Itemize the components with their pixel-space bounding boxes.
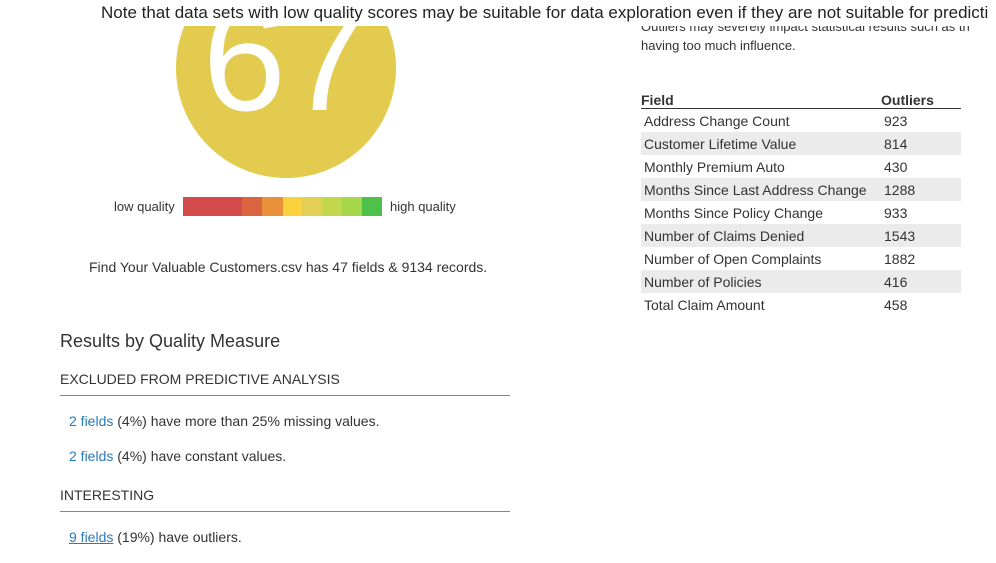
outlier-count: 416 xyxy=(881,270,961,293)
score-circle: 67 xyxy=(176,0,396,178)
scale-segment xyxy=(183,197,242,216)
high-label: high quality xyxy=(390,199,456,214)
table-row: Number of Claims Denied 1543 xyxy=(641,224,961,247)
table-row: Months Since Policy Change 933 xyxy=(641,201,961,224)
column-header: Outliers xyxy=(881,90,961,109)
result-item: 9 fields (19%) have outliers. xyxy=(69,529,242,545)
item-text: (19%) have outliers. xyxy=(117,529,242,545)
field-name: Monthly Premium Auto xyxy=(644,158,785,175)
field-name: Total Claim Amount xyxy=(644,296,765,313)
table-row: Monthly Premium Auto 430 xyxy=(641,155,961,178)
field-name: Number of Open Complaints xyxy=(644,250,822,267)
note: Note that data sets with low quality sco… xyxy=(0,0,996,26)
table-row: Months Since Last Address Change 1288 xyxy=(641,178,961,201)
results-title: Results by Quality Measure xyxy=(60,331,281,351)
scale-segment xyxy=(283,197,302,216)
table-row: Number of Open Complaints 1882 xyxy=(641,247,961,270)
scale-segment xyxy=(362,197,382,216)
outlier-count: 933 xyxy=(884,204,908,221)
outlier-count: 1288 xyxy=(881,178,961,201)
table-row: Customer Lifetime Value 814 xyxy=(641,132,961,155)
scale-segment xyxy=(342,197,362,216)
column-header: Field xyxy=(641,90,881,109)
item-text: (4%) have more than 25% missing values. xyxy=(117,413,380,429)
outlier-count: 458 xyxy=(884,296,908,313)
outlier-count: 430 xyxy=(884,158,908,175)
scale-segment xyxy=(302,197,322,216)
field-name: Number of Policies xyxy=(641,270,881,293)
item-text: (4%) have constant values. xyxy=(117,448,287,464)
scale-segment xyxy=(262,197,283,216)
table-row: Address Change Count 923 xyxy=(641,109,961,133)
field-name: Months Since Policy Change xyxy=(644,204,823,221)
field-name: Months Since Last Address Change xyxy=(641,178,881,201)
outliers-table: Field Outliers Address Change Count 923 Cu… xyxy=(641,90,961,316)
fields-link[interactable]: 9 fields xyxy=(69,529,114,545)
fields-link[interactable]: 2 fields xyxy=(69,448,114,464)
outlier-count: 1543 xyxy=(881,224,961,247)
outlier-count: 923 xyxy=(884,112,908,129)
scale-segment xyxy=(242,197,262,216)
outliers-intro: having too much influence. xyxy=(641,38,796,53)
table-row: Total Claim Amount 458 xyxy=(641,293,961,316)
field-name: Address Change Count xyxy=(644,112,790,129)
field-name: Customer Lifetime Value xyxy=(641,132,881,155)
section-heading: EXCLUDED FROM PREDICTIVE ANALYSIS xyxy=(60,371,340,387)
outlier-count: 1882 xyxy=(884,250,916,267)
fields-link[interactable]: 2 fields xyxy=(69,413,114,429)
low-label: low quality xyxy=(114,199,175,214)
field-name: Number of Claims Denied xyxy=(641,224,881,247)
result-item: 2 fields (4%) have constant values. xyxy=(69,448,286,464)
table-row: Number of Policies 416 xyxy=(641,270,961,293)
result-item: 2 fields (4%) have more than 25% missing… xyxy=(69,413,379,429)
summary: Find Your Valuable Customers.csv has 47 … xyxy=(89,259,488,275)
divider xyxy=(60,511,510,512)
outlier-count: 814 xyxy=(881,132,961,155)
scale-segment xyxy=(322,197,342,216)
divider xyxy=(60,395,510,396)
section-heading: INTERESTING xyxy=(60,487,155,503)
